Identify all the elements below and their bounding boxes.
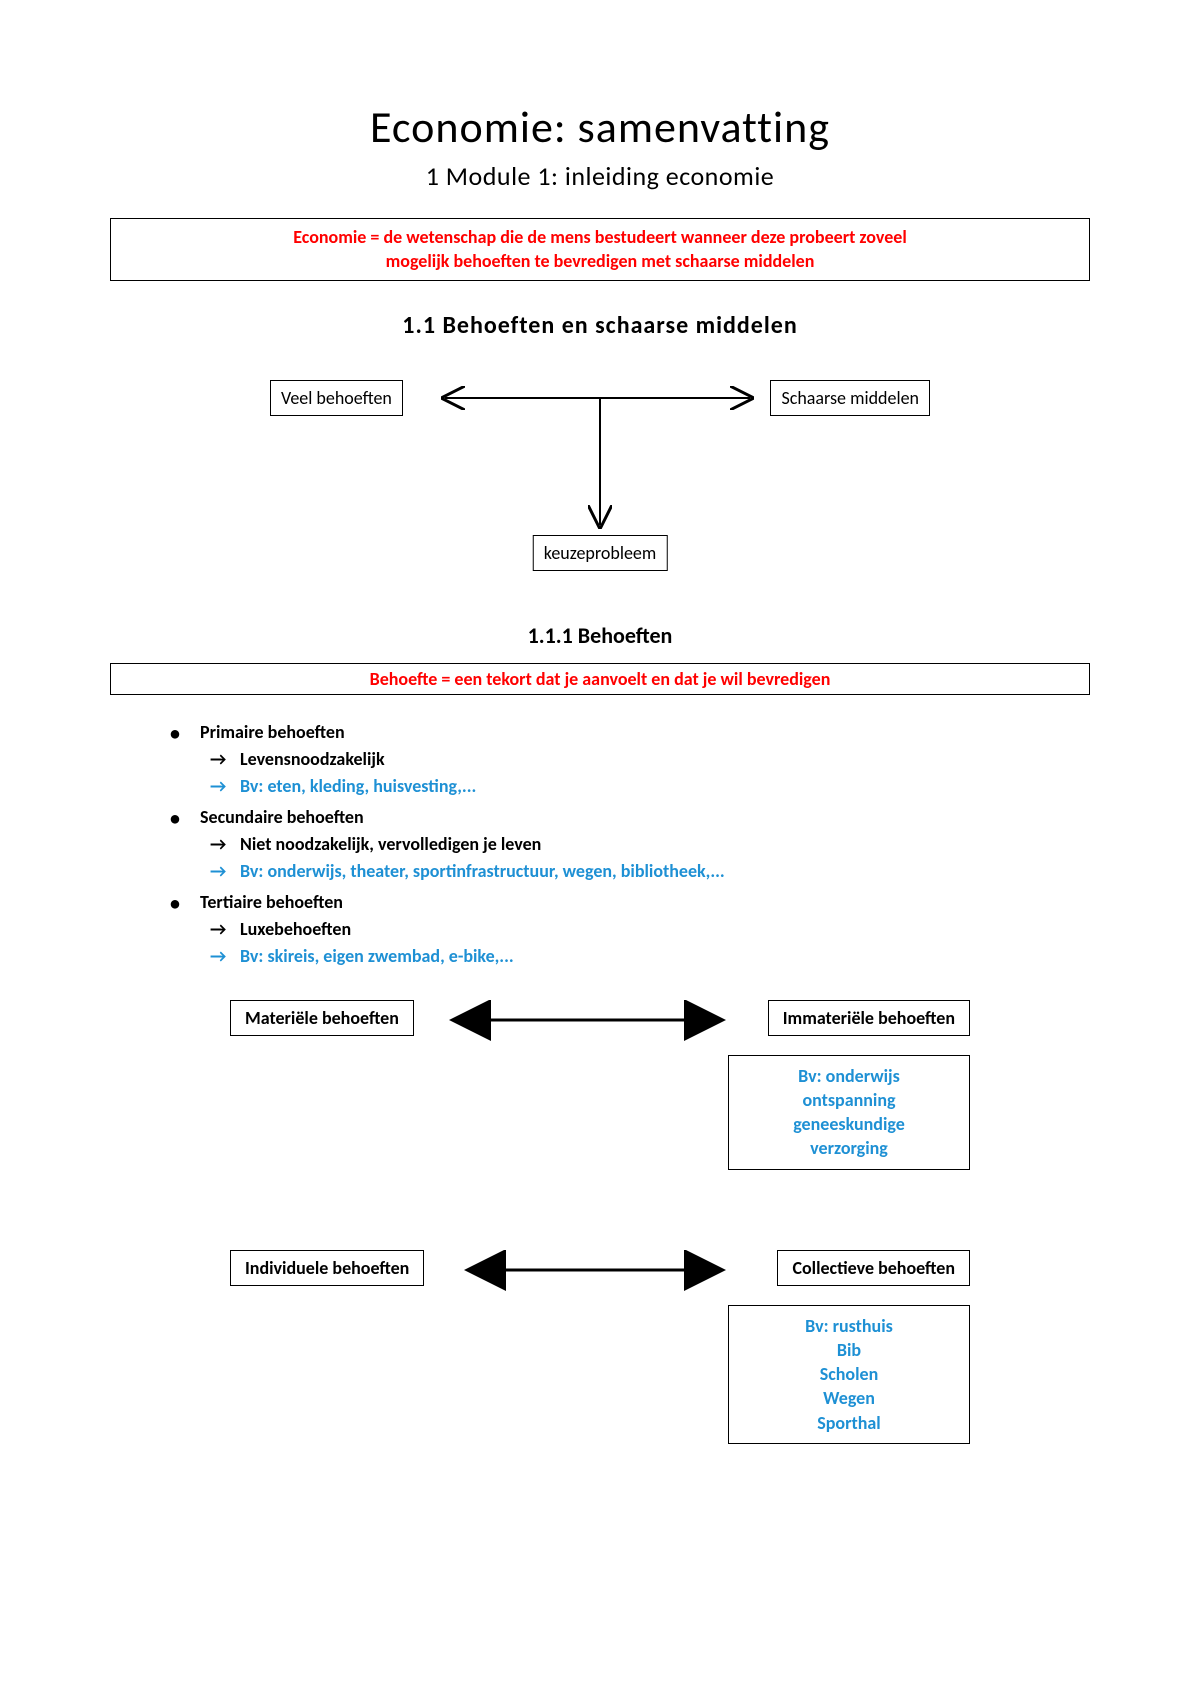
doc-subtitle: 1 Module 1: inleiding economie (110, 160, 1090, 192)
definition-box-1: Economie = de wetenschap die de mens bes… (110, 218, 1090, 281)
diagram2-ex-1: Bv: onderwijs (739, 1064, 959, 1088)
diagram1-arrows (250, 380, 950, 600)
diagram3-arrow (220, 1250, 980, 1300)
diagram3-ex-2: Bib (739, 1338, 959, 1362)
diagram-keuzeprobleem: Veel behoeften Schaarse middelen keuzepr… (250, 380, 950, 600)
diagram2-ex-3: geneeskundige (739, 1112, 959, 1136)
section-heading-1-1: 1.1 Behoeften en schaarse middelen (110, 311, 1090, 340)
list-sub-secundair-2: Bv: onderwijs, theater, sportinfrastruct… (170, 858, 1090, 885)
definition-box-2: Behoefte = een tekort dat je aanvoelt en… (110, 663, 1090, 695)
definition-1-line1: Economie = de wetenschap die de mens bes… (121, 225, 1079, 249)
diagram2-ex-4: verzorging (739, 1136, 959, 1160)
diagram3-examples-box: Bv: rusthuis Bib Scholen Wegen Sporthal (728, 1305, 970, 1444)
diagram2-arrow (220, 1000, 980, 1050)
list-sub-tertiair-2: Bv: skireis, eigen zwembad, e-bike,... (170, 943, 1090, 970)
definition-1-line2: mogelijk behoeften te bevredigen met sch… (121, 249, 1079, 273)
diagram3-ex-5: Sporthal (739, 1411, 959, 1435)
list-item-tertiair: Tertiaire behoeften (170, 889, 1090, 916)
list-sub-tertiair-1: Luxebehoeften (170, 916, 1090, 943)
list-sub-secundair-1: Niet noodzakelijk, vervolledigen je leve… (170, 831, 1090, 858)
page: Economie: samenvatting 1 Module 1: inlei… (0, 0, 1200, 1698)
list-item-primair: Primaire behoeften (170, 719, 1090, 746)
behoeften-list: Primaire behoeften Levensnoodzakelijk Bv… (110, 719, 1090, 970)
diagram-materieel: Materiële behoeften Immateriële behoefte… (220, 1000, 980, 1200)
list-sub-primair-2: Bv: eten, kleding, huisvesting,... (170, 773, 1090, 800)
doc-title: Economie: samenvatting (110, 100, 1090, 154)
list-sub-primair-1: Levensnoodzakelijk (170, 746, 1090, 773)
diagram3-ex-3: Scholen (739, 1362, 959, 1386)
diagram3-ex-4: Wegen (739, 1386, 959, 1410)
diagram2-examples-box: Bv: onderwijs ontspanning geneeskundige … (728, 1055, 970, 1170)
section-heading-1-1-1: 1.1.1 Behoeften (110, 622, 1090, 649)
diagram-individueel: Individuele behoeften Collectieve behoef… (220, 1250, 980, 1480)
diagram3-ex-1: Bv: rusthuis (739, 1314, 959, 1338)
diagram2-ex-2: ontspanning (739, 1088, 959, 1112)
list-item-secundair: Secundaire behoeften (170, 804, 1090, 831)
